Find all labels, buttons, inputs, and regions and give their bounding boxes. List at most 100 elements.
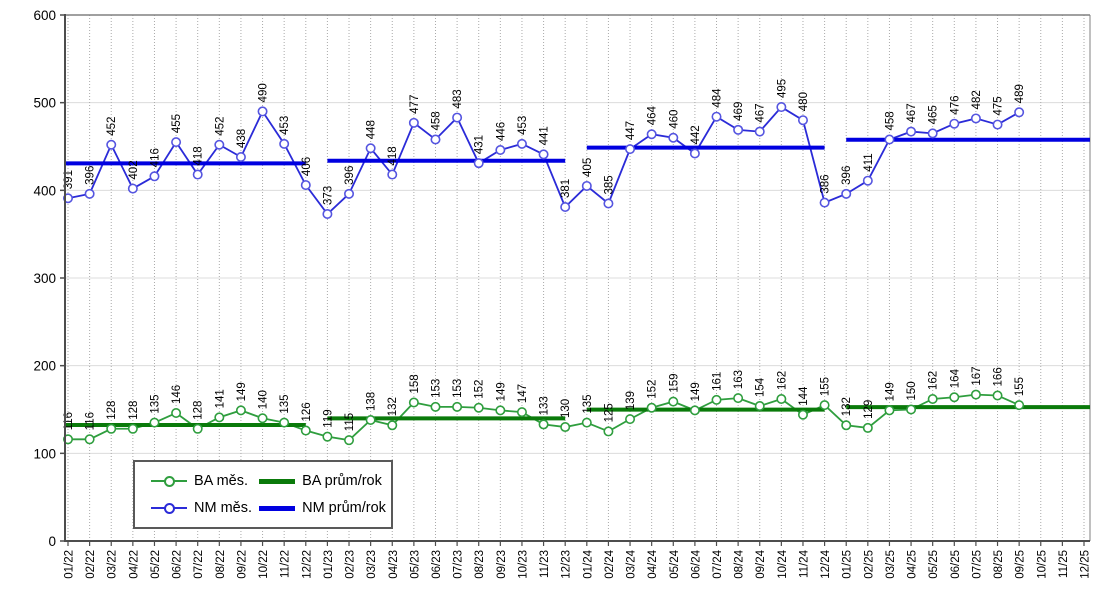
x-tick-label: 03/22 bbox=[107, 550, 119, 579]
svg-text:431: 431 bbox=[474, 135, 486, 154]
svg-text:126: 126 bbox=[301, 402, 313, 421]
svg-text:381: 381 bbox=[560, 179, 572, 198]
nm-average-line-sample-icon bbox=[259, 505, 296, 511]
legend-label-ba-prum: BA prům/rok bbox=[302, 473, 382, 489]
x-tick-label: 10/24 bbox=[777, 549, 789, 578]
svg-text:484: 484 bbox=[712, 88, 724, 108]
svg-text:467: 467 bbox=[906, 103, 918, 122]
svg-text:442: 442 bbox=[690, 125, 702, 144]
svg-text:139: 139 bbox=[625, 391, 637, 410]
svg-text:452: 452 bbox=[106, 117, 118, 136]
svg-text:455: 455 bbox=[171, 114, 183, 133]
legend-label-ba-mes: BA měs. bbox=[194, 473, 248, 489]
svg-text:149: 149 bbox=[690, 382, 702, 401]
x-tick-label: 07/22 bbox=[193, 550, 205, 579]
svg-text:163: 163 bbox=[733, 370, 745, 389]
svg-text:133: 133 bbox=[539, 396, 551, 415]
svg-text:396: 396 bbox=[85, 166, 97, 185]
svg-text:452: 452 bbox=[214, 117, 226, 136]
svg-text:149: 149 bbox=[495, 382, 507, 401]
x-tick-label: 01/23 bbox=[323, 550, 335, 579]
vertical-gridlines bbox=[67, 15, 1085, 541]
svg-text:162: 162 bbox=[928, 371, 940, 390]
x-tick-label: 03/25 bbox=[885, 550, 897, 579]
svg-text:465: 465 bbox=[928, 105, 940, 124]
x-tick-label: 03/23 bbox=[366, 550, 378, 579]
svg-text:135: 135 bbox=[279, 394, 291, 413]
x-tick-label: 07/23 bbox=[453, 550, 465, 579]
chart-legend: BA měs. BA prům/rok NM měs. NM prům/rok bbox=[133, 460, 393, 529]
svg-text:116: 116 bbox=[85, 412, 97, 430]
x-tick-label: 07/25 bbox=[971, 550, 983, 579]
svg-text:149: 149 bbox=[884, 382, 896, 401]
svg-text:152: 152 bbox=[474, 380, 486, 399]
svg-text:166: 166 bbox=[993, 367, 1005, 386]
x-tick-label: 11/25 bbox=[1058, 550, 1070, 578]
x-tick-label: 06/25 bbox=[950, 550, 962, 579]
x-tick-label: 09/25 bbox=[1015, 550, 1027, 579]
nm-marker-icon bbox=[164, 503, 175, 514]
svg-text:453: 453 bbox=[279, 116, 291, 135]
x-tick-label: 04/22 bbox=[128, 550, 140, 579]
horizontal-gridlines bbox=[65, 102, 1090, 454]
legend-item-ba-prum: BA prům/rok bbox=[259, 473, 391, 489]
x-tick-label: 03/24 bbox=[626, 549, 638, 578]
svg-text:115: 115 bbox=[344, 413, 356, 431]
x-tick-label: 02/22 bbox=[85, 550, 97, 579]
svg-text:385: 385 bbox=[603, 175, 615, 194]
ba-average-line-sample-icon bbox=[259, 478, 296, 484]
svg-text:155: 155 bbox=[1014, 377, 1026, 396]
svg-text:418: 418 bbox=[387, 146, 399, 165]
x-tick-label: 08/23 bbox=[474, 550, 486, 579]
x-tick-label: 09/22 bbox=[236, 550, 248, 579]
x-tick-label: 02/24 bbox=[604, 549, 616, 578]
ba-markers bbox=[62, 389, 1025, 446]
x-tick-label: 08/22 bbox=[215, 550, 227, 579]
svg-text:467: 467 bbox=[755, 103, 767, 122]
svg-text:458: 458 bbox=[884, 111, 896, 130]
svg-text:159: 159 bbox=[668, 373, 680, 392]
x-tick-label: 10/25 bbox=[1036, 550, 1048, 579]
svg-text:135: 135 bbox=[582, 394, 594, 413]
x-tick-label: 01/24 bbox=[582, 549, 594, 578]
svg-text:405: 405 bbox=[582, 158, 594, 177]
svg-text:132: 132 bbox=[387, 397, 399, 416]
svg-text:167: 167 bbox=[971, 366, 983, 385]
svg-text:128: 128 bbox=[193, 401, 205, 420]
svg-text:460: 460 bbox=[668, 110, 680, 129]
x-tick-label: 01/22 bbox=[64, 550, 76, 579]
y-tick-label: 600 bbox=[33, 8, 56, 23]
x-tick-label: 12/24 bbox=[820, 549, 832, 578]
svg-text:411: 411 bbox=[863, 153, 875, 171]
svg-text:144: 144 bbox=[798, 386, 810, 406]
svg-text:135: 135 bbox=[149, 394, 161, 413]
x-tick-label: 01/25 bbox=[842, 550, 854, 579]
svg-text:495: 495 bbox=[776, 79, 788, 98]
legend-item-nm-prum: NM prům/rok bbox=[259, 500, 391, 516]
svg-text:448: 448 bbox=[366, 120, 378, 139]
legend-label-nm-mes: NM měs. bbox=[194, 500, 252, 516]
svg-text:446: 446 bbox=[495, 122, 507, 141]
svg-text:147: 147 bbox=[517, 384, 529, 403]
svg-text:402: 402 bbox=[128, 160, 140, 179]
svg-text:396: 396 bbox=[841, 166, 853, 185]
svg-text:477: 477 bbox=[409, 95, 421, 114]
x-tick-label: 06/22 bbox=[172, 550, 184, 579]
svg-text:158: 158 bbox=[409, 374, 421, 393]
nm-monthly-line-sample-icon bbox=[151, 503, 187, 514]
x-tick-label: 06/23 bbox=[431, 550, 443, 579]
svg-text:458: 458 bbox=[430, 111, 442, 130]
legend-label-nm-prum: NM prům/rok bbox=[302, 500, 386, 516]
svg-text:155: 155 bbox=[820, 377, 832, 396]
x-tick-label: 04/23 bbox=[388, 550, 400, 579]
svg-text:373: 373 bbox=[322, 186, 334, 205]
svg-text:464: 464 bbox=[647, 105, 659, 125]
svg-text:469: 469 bbox=[733, 102, 745, 121]
x-tick-label: 09/24 bbox=[755, 549, 767, 578]
x-tick-label: 12/25 bbox=[1080, 550, 1092, 579]
svg-text:153: 153 bbox=[430, 379, 442, 398]
svg-text:129: 129 bbox=[863, 400, 875, 419]
svg-text:418: 418 bbox=[193, 146, 205, 165]
svg-text:153: 153 bbox=[452, 379, 464, 398]
